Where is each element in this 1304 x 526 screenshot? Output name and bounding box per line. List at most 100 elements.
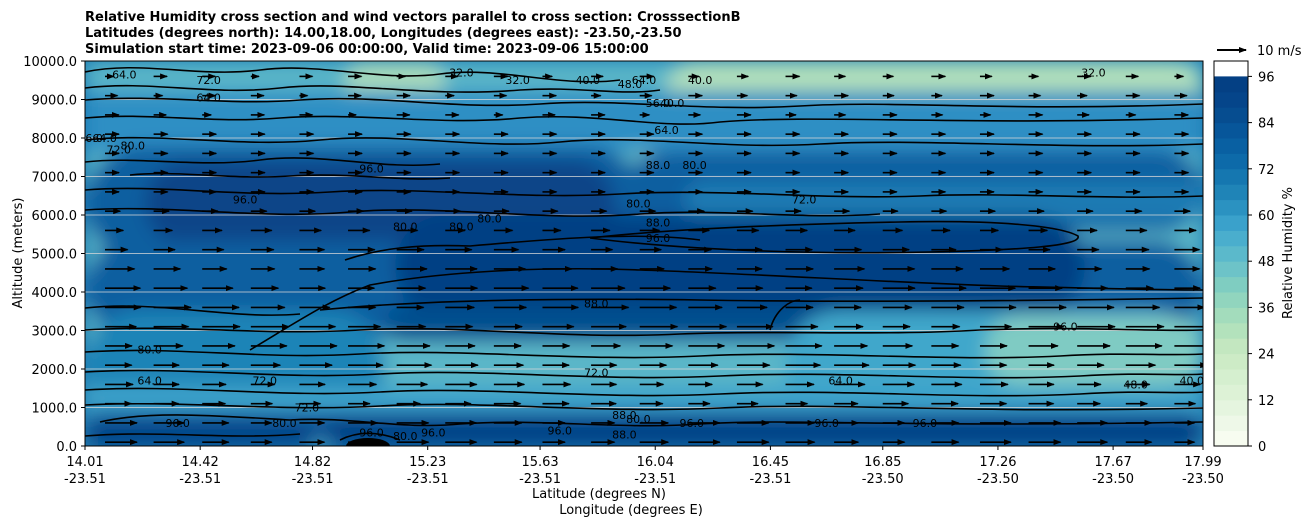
colorbar-step bbox=[1214, 276, 1248, 293]
x-tick-label-lon: -23.51 bbox=[64, 472, 106, 487]
colorbar-tick-label: 0 bbox=[1258, 440, 1266, 455]
contour-line-12 bbox=[319, 297, 1203, 311]
colorbar-step bbox=[1214, 91, 1248, 108]
chart-title-line-1: Relative Humidity cross section and wind… bbox=[85, 10, 741, 25]
contour-label: 88.0 bbox=[612, 428, 637, 441]
contour-line-6 bbox=[129, 172, 451, 180]
chart-title-line-3: Simulation start time: 2023-09-06 00:00:… bbox=[85, 42, 649, 57]
contour-label: 96.0 bbox=[913, 417, 938, 430]
contour-label: 96.0 bbox=[233, 193, 258, 206]
contour-line-13 bbox=[85, 305, 301, 316]
colorbar-tick-label: 96 bbox=[1258, 70, 1275, 85]
contour-label: 80.0 bbox=[137, 344, 162, 357]
contour-label: 64.0 bbox=[112, 68, 137, 81]
colorbar-step bbox=[1214, 369, 1248, 385]
y-tick-label: 0.0 bbox=[56, 440, 77, 455]
contour-label: 48.0 bbox=[618, 78, 643, 91]
contour-label: 40.0 bbox=[576, 74, 601, 87]
colorbar-label: Relative Humidity % bbox=[1281, 187, 1296, 319]
colorbar-step bbox=[1214, 384, 1248, 401]
contour-label: 96.0 bbox=[359, 426, 384, 439]
contour-line-9 bbox=[589, 220, 1079, 254]
x-tick-label-lat: 17.99 bbox=[1184, 455, 1221, 470]
colorbar-step bbox=[1214, 153, 1248, 170]
contour-line-15 bbox=[85, 349, 1203, 359]
colorbar-step bbox=[1214, 322, 1248, 339]
contour-line-17 bbox=[85, 387, 1203, 397]
contour-label: 80.0 bbox=[121, 140, 146, 153]
contour-label: 96.0 bbox=[421, 426, 446, 439]
x-axis-label-longitude: Longitude (degrees E) bbox=[559, 503, 703, 518]
contour-label: 96.0 bbox=[814, 417, 839, 430]
contour-label: 64.0 bbox=[654, 124, 679, 137]
colorbar-frame bbox=[1213, 60, 1249, 447]
contour-lines bbox=[85, 66, 1203, 446]
humidity-region-8 bbox=[685, 181, 1203, 221]
x-tick-label-lat: 17.67 bbox=[1095, 455, 1132, 470]
wind-key-label: 10 m/s bbox=[1257, 44, 1302, 59]
colorbar-step bbox=[1214, 245, 1248, 262]
contour-line-11 bbox=[249, 267, 1203, 351]
colorbar-step bbox=[1214, 230, 1248, 247]
y-tick-label: 4000.0 bbox=[32, 286, 78, 301]
x-tick-label-lon: -23.50 bbox=[1182, 472, 1224, 487]
colorbar-ticks: 0 12 24 36 48 60 72 84 96 bbox=[1248, 70, 1275, 455]
contour-label: 96.0 bbox=[359, 163, 384, 176]
contour-line-1 bbox=[85, 84, 661, 93]
contour-label: 40.0 bbox=[660, 97, 685, 110]
colorbar-step bbox=[1214, 122, 1248, 139]
contour-label: 72.0 bbox=[584, 367, 609, 380]
contour-label: 72.0 bbox=[253, 374, 278, 387]
y-tick-label: 3000.0 bbox=[32, 325, 78, 340]
x-tick-label-lat: 15.23 bbox=[409, 455, 446, 470]
plot-area: 64.0 72.064.032.032.0 40.0 48.064.056.040.0… bbox=[84, 60, 1205, 447]
colorbar-tick-label: 36 bbox=[1258, 301, 1275, 316]
colorbar-step bbox=[1214, 430, 1248, 447]
contour-label: 64.0 bbox=[137, 374, 162, 387]
contour-label: 80.0 bbox=[626, 413, 651, 426]
contour-label: 88.0 bbox=[646, 159, 671, 172]
colorbar-tick-label: 48 bbox=[1258, 255, 1275, 270]
contour-label: 40.0 bbox=[1180, 374, 1205, 387]
y-tick-label: 10000.0 bbox=[23, 55, 77, 70]
y-tick-label: 8000.0 bbox=[32, 132, 78, 147]
contour-label: 80.0 bbox=[393, 430, 418, 443]
contour-line-5 bbox=[85, 157, 441, 167]
contour-label: 96.0 bbox=[547, 424, 572, 437]
contour-label: 32.0 bbox=[449, 66, 474, 79]
colorbar-step bbox=[1214, 415, 1248, 432]
gridlines bbox=[85, 99, 1203, 408]
y-tick-label: 6000.0 bbox=[32, 209, 78, 224]
colorbar-step bbox=[1214, 338, 1248, 355]
colorbar-tick-label: 60 bbox=[1258, 209, 1275, 224]
wind-vectors bbox=[105, 73, 1203, 446]
x-tick-label-lon: -23.51 bbox=[292, 472, 334, 487]
contour-line-14 bbox=[85, 327, 1203, 337]
colorbar-step bbox=[1214, 107, 1248, 124]
contour-line-21 bbox=[339, 432, 401, 441]
contour-label: 72.0 bbox=[295, 401, 320, 414]
contour-line-4 bbox=[85, 136, 1203, 147]
x-tick-label-lon: -23.51 bbox=[179, 472, 221, 487]
contour-label: 80.0 bbox=[272, 417, 297, 430]
x-tick-label-lat: 17.26 bbox=[979, 455, 1016, 470]
x-tick-label-lon: -23.51 bbox=[519, 472, 561, 487]
contour-line-20 bbox=[85, 433, 301, 437]
colorbar-tick-label: 24 bbox=[1258, 348, 1275, 363]
x-tick-label-lat: 15.63 bbox=[521, 455, 558, 470]
humidity-region-18 bbox=[85, 426, 315, 446]
contour-label: 32.0 bbox=[1081, 66, 1106, 79]
x-tick-label-lon: -23.51 bbox=[407, 472, 449, 487]
x-tick-label-lat: 14.82 bbox=[294, 455, 331, 470]
x-tick-label-lon: -23.50 bbox=[862, 472, 904, 487]
contour-line-2 bbox=[85, 97, 1203, 109]
colorbar-step bbox=[1214, 353, 1248, 370]
y-tick-label: 5000.0 bbox=[32, 248, 78, 263]
x-tick-label-lat: 14.42 bbox=[182, 455, 219, 470]
wind-key: 10 m/s bbox=[1217, 44, 1302, 59]
y-tick-label: 2000.0 bbox=[32, 363, 78, 378]
contour-line-18 bbox=[85, 402, 1203, 411]
colorbar-step bbox=[1214, 184, 1248, 201]
x-tick-label-lat: 16.85 bbox=[864, 455, 901, 470]
contour-label: 56.0 bbox=[646, 97, 671, 110]
